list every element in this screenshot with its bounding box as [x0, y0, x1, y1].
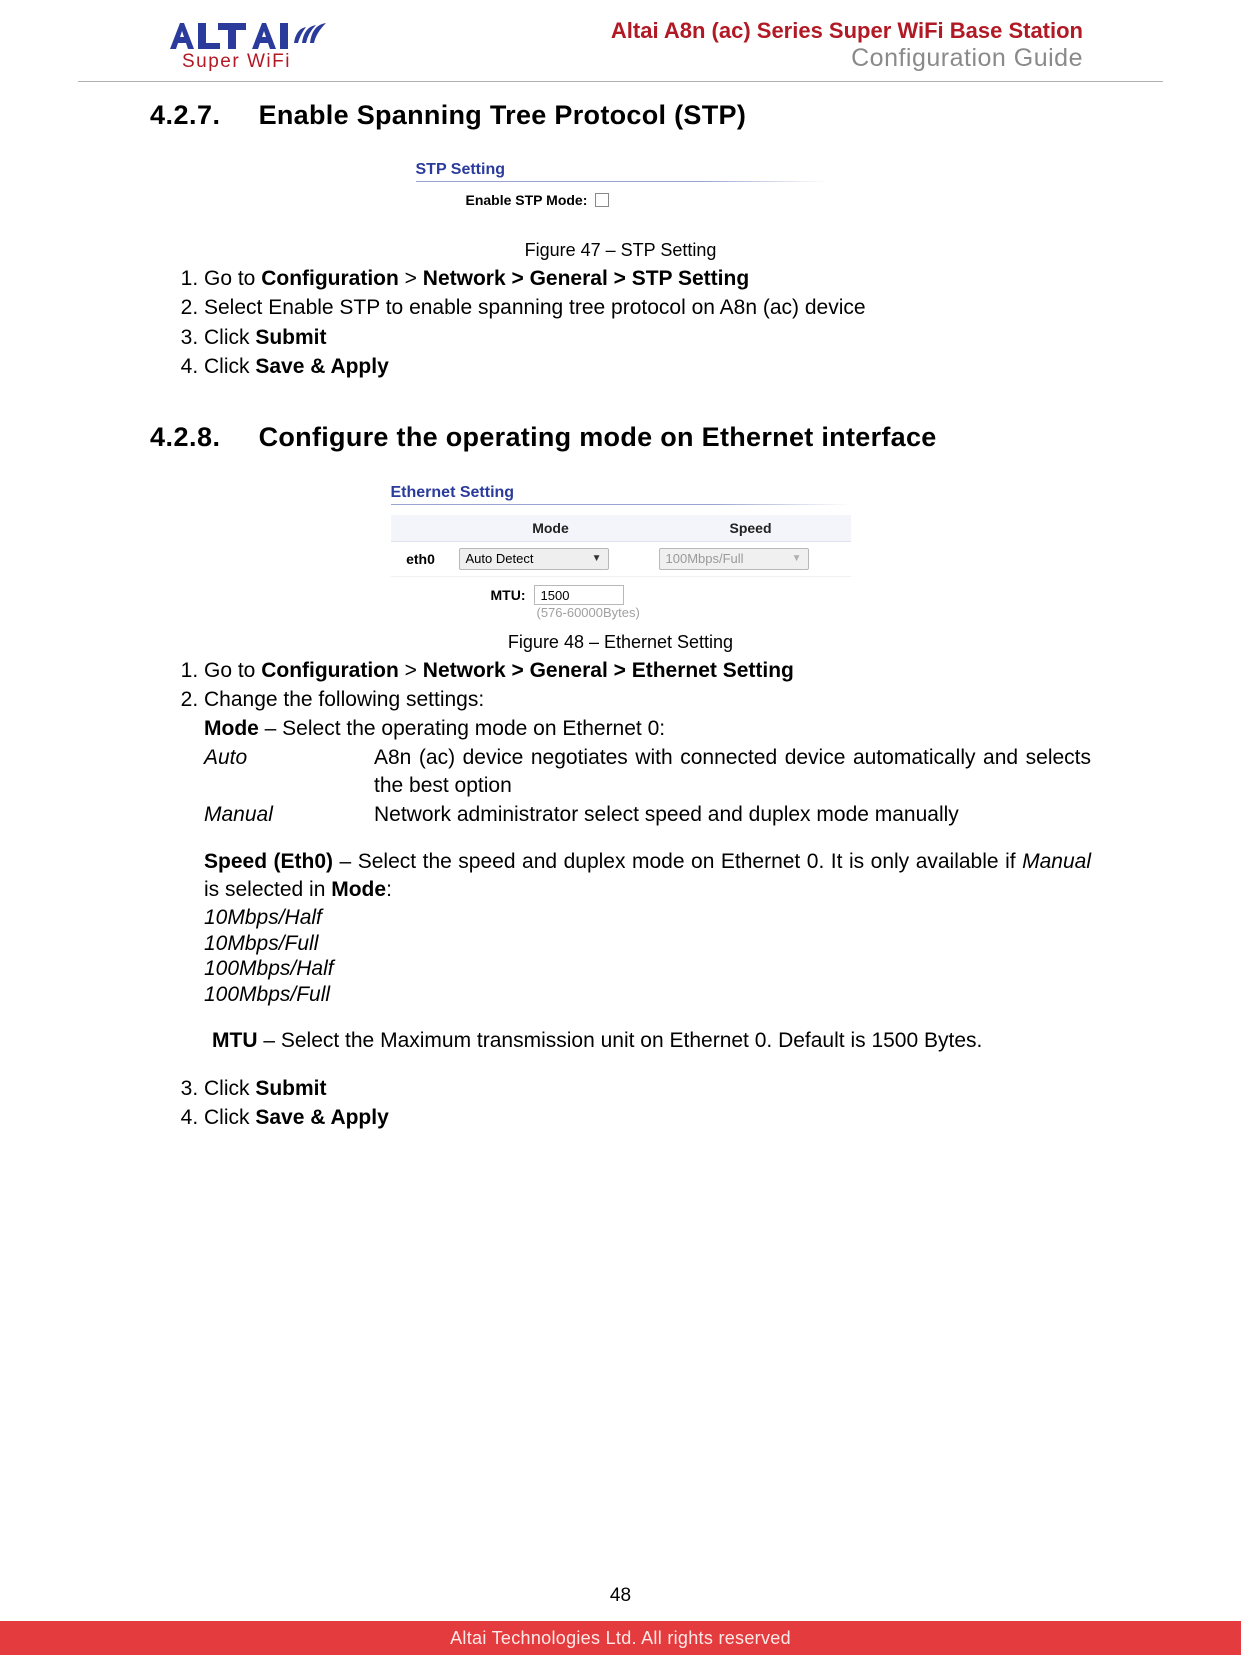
txt: Submit: [255, 1077, 326, 1100]
txt: Save & Apply: [255, 355, 388, 378]
stp-mode-row: Enable STP Mode:: [416, 192, 826, 208]
mtu-label: MTU:: [491, 587, 526, 603]
mtu-label: MTU: [212, 1029, 258, 1052]
figure47-caption: Figure 47 – STP Setting: [150, 240, 1091, 261]
txt: >: [399, 267, 423, 290]
list-item: 10Mbps/Full: [204, 931, 1091, 957]
stp-setting-panel: STP Setting Enable STP Mode:: [416, 161, 826, 208]
heading-number: 4.2.7.: [150, 100, 221, 131]
speed-label: Speed (Eth0): [204, 850, 333, 873]
txt: Go to: [204, 267, 261, 290]
enable-stp-checkbox[interactable]: [595, 193, 609, 207]
mode-select[interactable]: Auto Detect ▼: [459, 548, 609, 570]
altai-logo-icon: [158, 19, 328, 55]
doc-title: Altai A8n (ac) Series Super WiFi Base St…: [611, 18, 1083, 44]
page-content: 4.2.7. Enable Spanning Tree Protocol (ST…: [0, 82, 1241, 1131]
mtu-block: MTU – Select the Maximum transmission un…: [212, 1027, 1091, 1054]
col-mode: Mode: [451, 515, 651, 542]
mode-value: Auto Detect: [466, 551, 534, 566]
term: Auto: [204, 744, 374, 799]
txt: Manual: [1022, 850, 1091, 873]
heading-427: 4.2.7. Enable Spanning Tree Protocol (ST…: [150, 100, 1091, 131]
speed-block: Speed (Eth0) – Select the speed and dupl…: [204, 848, 1091, 1007]
steps-428: Go to Configuration > Network > General …: [150, 657, 1091, 1132]
eth-panel-title: Ethernet Setting: [391, 484, 851, 502]
txt: :: [386, 878, 392, 901]
desc: A8n (ac) device negotiates with connecte…: [374, 744, 1091, 799]
txt: Select Enable STP to enable spanning tre…: [204, 296, 866, 319]
list-item: 10Mbps/Half: [204, 905, 1091, 931]
mode-cell: Auto Detect ▼: [451, 541, 651, 576]
txt: Click: [204, 1077, 255, 1100]
txt: Submit: [255, 326, 326, 349]
txt: Mode: [331, 878, 386, 901]
step-item: Click Submit: [204, 324, 1091, 351]
step-item: Click Save & Apply: [204, 353, 1091, 380]
txt: Configuration: [261, 659, 399, 682]
mtu-row: MTU: 1500: [391, 577, 851, 605]
logo-subtitle: Super WiFi: [182, 51, 291, 73]
panel-divider: [416, 181, 826, 182]
txt: Click: [204, 326, 255, 349]
step-item: Select Enable STP to enable spanning tre…: [204, 294, 1091, 321]
heading-number: 4.2.8.: [150, 422, 221, 453]
txt: – Select the Maximum transmission unit o…: [258, 1029, 983, 1052]
eth0-label: eth0: [391, 541, 451, 576]
col-blank: [391, 515, 451, 542]
heading-428: 4.2.8. Configure the operating mode on E…: [150, 410, 1091, 465]
list-item: 100Mbps/Half: [204, 956, 1091, 982]
table-header-row: Mode Speed: [391, 515, 851, 542]
page-header: Super WiFi Altai A8n (ac) Series Super W…: [78, 0, 1163, 82]
footer: Altai Technologies Ltd. All rights reser…: [0, 1621, 1241, 1655]
txt: Click: [204, 1106, 255, 1129]
step-item: Go to Configuration > Network > General …: [204, 657, 1091, 684]
txt: Go to: [204, 659, 261, 682]
table-row: eth0 Auto Detect ▼ 100Mbps/Full ▼: [391, 541, 851, 576]
speed-options: 10Mbps/Half 10Mbps/Full 100Mbps/Half 100…: [204, 905, 1091, 1007]
term: Manual: [204, 801, 374, 828]
step-item: Go to Configuration > Network > General …: [204, 265, 1091, 292]
mtu-input[interactable]: 1500: [534, 585, 624, 605]
txt: – Select the speed and duplex mode on Et…: [333, 850, 1022, 873]
figure48-caption: Figure 48 – Ethernet Setting: [150, 632, 1091, 653]
txt: Save & Apply: [255, 1106, 388, 1129]
stp-panel-title: STP Setting: [416, 161, 826, 179]
step-item: Click Save & Apply: [204, 1104, 1091, 1131]
txt: Configuration: [261, 267, 399, 290]
doc-subtitle: Configuration Guide: [611, 44, 1083, 73]
speed-select[interactable]: 100Mbps/Full ▼: [659, 548, 809, 570]
txt: Change the following settings:: [204, 688, 484, 711]
mode-block: Mode – Select the operating mode on Ethe…: [204, 715, 1091, 828]
heading-text: Enable Spanning Tree Protocol (STP): [259, 100, 747, 131]
desc: Network administrator select speed and d…: [374, 801, 1091, 828]
steps-427: Go to Configuration > Network > General …: [150, 265, 1091, 380]
ethernet-setting-panel: Ethernet Setting Mode Speed eth0 Auto De…: [391, 484, 851, 624]
txt: is selected in: [204, 878, 331, 901]
txt: Network > General > STP Setting: [423, 267, 749, 290]
speed-cell: 100Mbps/Full ▼: [651, 541, 851, 576]
panel-divider: [391, 504, 851, 505]
txt: >: [399, 659, 423, 682]
txt: – Select the operating mode on Ethernet …: [259, 717, 665, 740]
mtu-hint: (576-60000Bytes): [391, 605, 851, 624]
page-number: 48: [0, 1585, 1241, 1607]
def-manual: Manual Network administrator select spee…: [204, 801, 1091, 828]
chevron-down-icon: ▼: [592, 553, 602, 564]
ethernet-table: Mode Speed eth0 Auto Detect ▼ 100Mbps/Fu…: [391, 515, 851, 577]
txt: Network > General > Ethernet Setting: [423, 659, 794, 682]
stp-mode-label: Enable STP Mode:: [466, 192, 588, 208]
step-item: Click Submit: [204, 1075, 1091, 1102]
def-auto: Auto A8n (ac) device negotiates with con…: [204, 744, 1091, 799]
txt: Click: [204, 355, 255, 378]
heading-text: Configure the operating mode on Ethernet…: [259, 410, 1091, 465]
header-right: Altai A8n (ac) Series Super WiFi Base St…: [611, 18, 1083, 73]
logo-block: Super WiFi: [158, 19, 328, 73]
chevron-down-icon: ▼: [792, 553, 802, 564]
list-item: 100Mbps/Full: [204, 982, 1091, 1008]
mode-label: Mode: [204, 717, 259, 740]
col-speed: Speed: [651, 515, 851, 542]
step-item: Change the following settings: Mode – Se…: [204, 686, 1091, 1055]
speed-value: 100Mbps/Full: [666, 551, 744, 566]
